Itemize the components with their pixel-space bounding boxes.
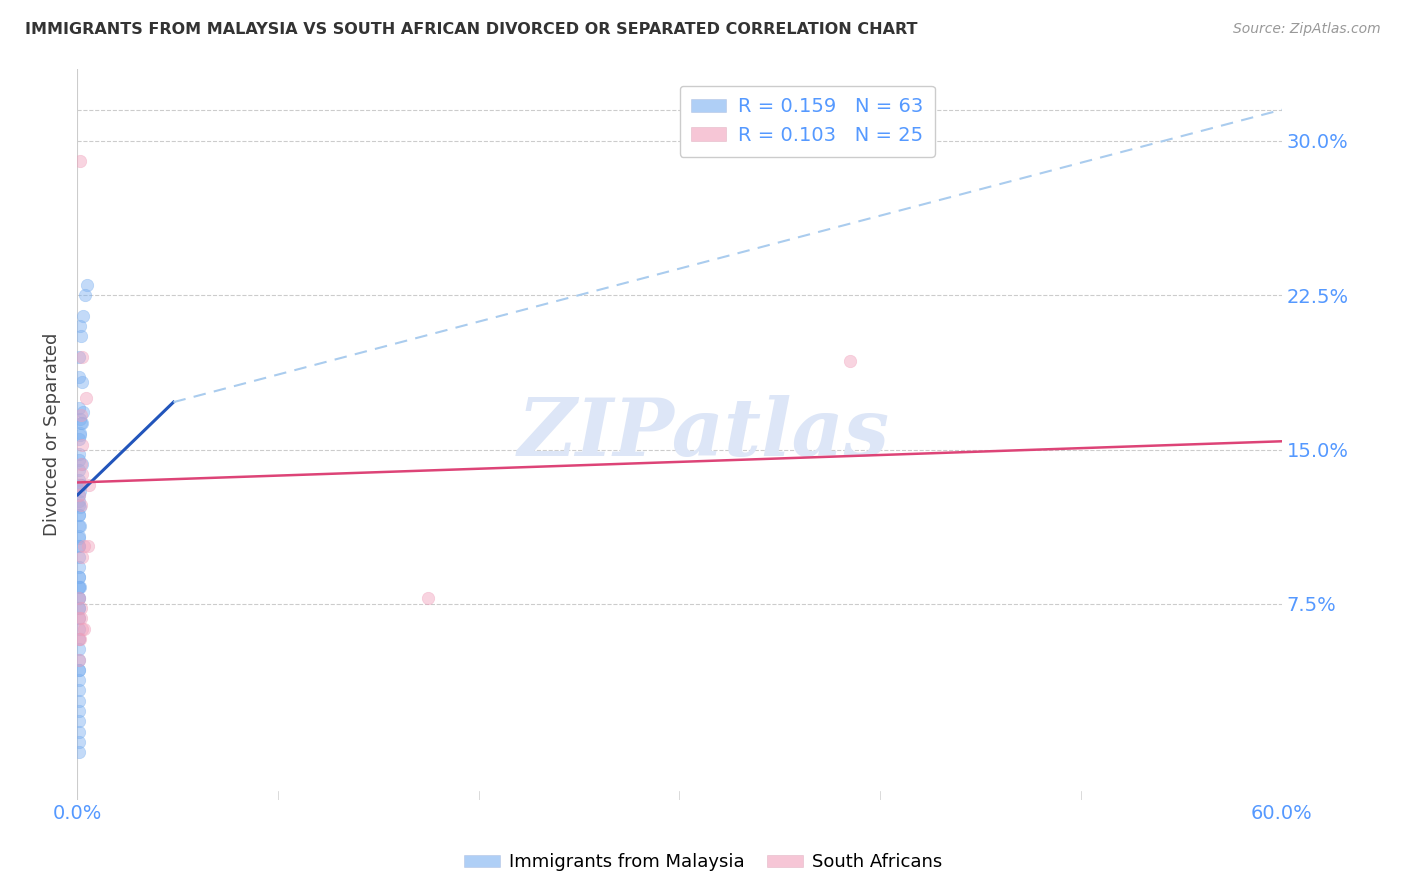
Point <box>75 391 97 405</box>
Point <box>77 477 100 491</box>
Point <box>67 518 90 533</box>
Point <box>67 474 90 488</box>
Point <box>73 539 96 553</box>
Point <box>67 477 90 491</box>
Point <box>69 632 91 646</box>
Point <box>75 288 97 302</box>
Point <box>70 416 93 430</box>
Point <box>67 581 90 595</box>
Point <box>77 539 100 553</box>
Point <box>418 591 440 605</box>
Point <box>67 591 90 605</box>
Point <box>70 350 93 364</box>
Point <box>70 375 93 389</box>
Point <box>67 663 90 677</box>
Point <box>67 611 90 625</box>
Legend: Immigrants from Malaysia, South Africans: Immigrants from Malaysia, South Africans <box>457 847 949 879</box>
Point <box>67 494 90 508</box>
Point <box>70 467 93 482</box>
Point <box>839 354 862 368</box>
Point <box>67 350 90 364</box>
Point <box>69 601 91 615</box>
Point <box>67 663 90 677</box>
Point <box>67 370 90 384</box>
Point <box>67 488 90 502</box>
Point <box>69 425 91 440</box>
Point <box>67 498 90 512</box>
Point <box>67 447 90 461</box>
Point <box>67 560 90 574</box>
Point <box>69 477 91 491</box>
Point <box>70 622 93 636</box>
Point <box>67 539 90 553</box>
Point <box>69 518 91 533</box>
Point <box>67 549 90 564</box>
Text: IMMIGRANTS FROM MALAYSIA VS SOUTH AFRICAN DIVORCED OR SEPARATED CORRELATION CHAR: IMMIGRANTS FROM MALAYSIA VS SOUTH AFRICA… <box>25 22 918 37</box>
Text: Source: ZipAtlas.com: Source: ZipAtlas.com <box>1233 22 1381 37</box>
Point <box>67 591 90 605</box>
Point <box>70 549 93 564</box>
Legend: R = 0.159   N = 63, R = 0.103   N = 25: R = 0.159 N = 63, R = 0.103 N = 25 <box>679 86 935 157</box>
Point <box>70 477 93 491</box>
Point <box>67 591 90 605</box>
Point <box>69 428 91 442</box>
Point <box>67 652 90 666</box>
Point <box>67 508 90 523</box>
Point <box>69 500 91 515</box>
Point <box>73 622 96 636</box>
Point <box>67 570 90 584</box>
Text: ZIPatlas: ZIPatlas <box>517 395 890 473</box>
Point <box>67 401 90 416</box>
Point <box>69 318 91 333</box>
Point <box>67 642 90 657</box>
Point <box>67 622 90 636</box>
Point <box>67 601 90 615</box>
Point <box>67 463 90 477</box>
Point <box>67 745 90 759</box>
Point <box>67 432 90 446</box>
Point <box>72 405 94 419</box>
Point <box>70 329 93 343</box>
Point <box>69 498 91 512</box>
Y-axis label: Divorced or Separated: Divorced or Separated <box>44 333 60 536</box>
Point <box>70 457 93 471</box>
Point <box>69 154 91 169</box>
Point <box>67 632 90 646</box>
Point <box>69 457 91 471</box>
Point <box>67 652 90 666</box>
Point <box>67 581 90 595</box>
Point <box>67 694 90 708</box>
Point <box>67 531 90 545</box>
Point <box>69 411 91 425</box>
Point <box>67 714 90 729</box>
Point <box>67 452 90 467</box>
Point <box>67 704 90 718</box>
Point <box>67 611 90 625</box>
Point <box>70 438 93 452</box>
Point <box>69 477 91 491</box>
Point <box>67 724 90 739</box>
Point <box>67 508 90 523</box>
Point <box>69 408 91 422</box>
Point <box>72 309 94 323</box>
Point <box>67 601 90 615</box>
Point <box>67 735 90 749</box>
Point <box>67 570 90 584</box>
Point <box>67 632 90 646</box>
Point <box>67 673 90 688</box>
Point <box>67 683 90 698</box>
Point <box>76 277 98 292</box>
Point <box>67 529 90 543</box>
Point <box>69 483 91 498</box>
Point <box>67 488 90 502</box>
Point <box>69 581 91 595</box>
Point <box>69 611 91 625</box>
Point <box>70 416 93 430</box>
Point <box>67 539 90 553</box>
